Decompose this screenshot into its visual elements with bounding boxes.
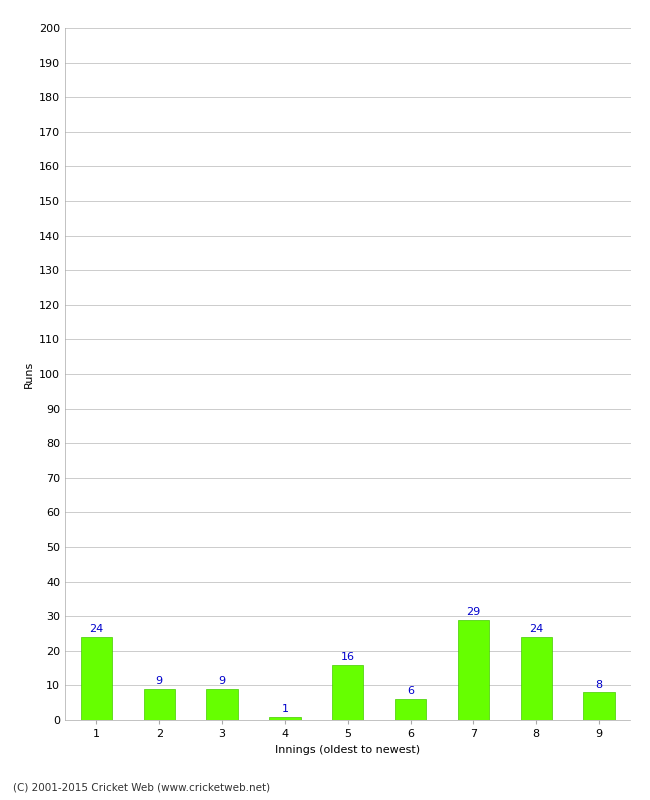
Bar [395,699,426,720]
Bar [207,689,238,720]
Bar [584,692,615,720]
X-axis label: Innings (oldest to newest): Innings (oldest to newest) [275,745,421,754]
Text: 16: 16 [341,652,355,662]
Text: 6: 6 [407,686,414,697]
Text: 29: 29 [466,607,480,617]
Text: 1: 1 [281,704,289,714]
Text: 8: 8 [595,679,603,690]
Text: 24: 24 [89,624,103,634]
Bar [81,637,112,720]
Bar [458,620,489,720]
Text: 9: 9 [218,676,226,686]
Bar [144,689,175,720]
Text: (C) 2001-2015 Cricket Web (www.cricketweb.net): (C) 2001-2015 Cricket Web (www.cricketwe… [13,782,270,792]
Bar [332,665,363,720]
Text: 24: 24 [529,624,543,634]
Y-axis label: Runs: Runs [23,360,33,388]
Bar [521,637,552,720]
Bar [269,717,300,720]
Text: 9: 9 [156,676,162,686]
